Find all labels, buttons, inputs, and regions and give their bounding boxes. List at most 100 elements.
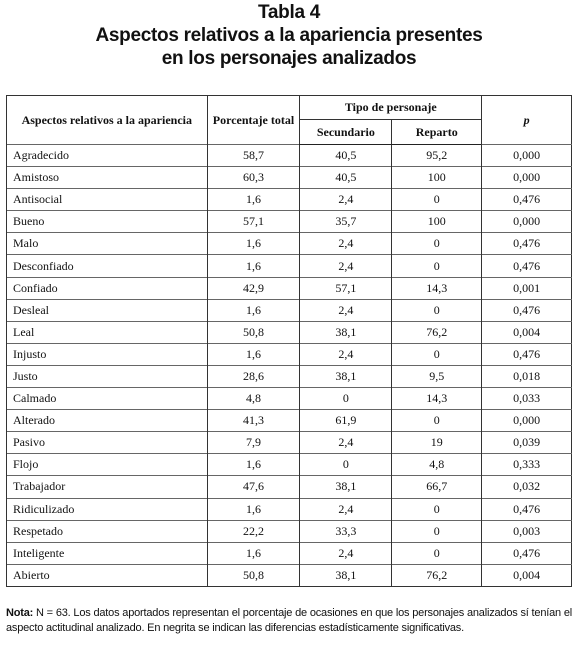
cell: 0,018: [481, 365, 572, 388]
row-label: Justo: [6, 365, 208, 388]
table-row: Trabajador 47,6 38,1 66,7 0,032: [6, 475, 572, 498]
cell: 1,6: [206, 343, 300, 366]
row-label: Bueno: [6, 210, 208, 233]
cell: 0,476: [481, 498, 572, 521]
cell: 0,033: [481, 387, 572, 410]
cell: 0: [391, 498, 482, 521]
row-label: Inteligente: [6, 542, 208, 565]
cell: 2,4: [299, 343, 392, 366]
cell: 40,5: [299, 166, 392, 189]
cell: 61,9: [299, 409, 392, 432]
cell: 2,4: [299, 431, 392, 454]
note: Nota: N = 63. Los datos aportados repres…: [6, 606, 572, 636]
note-text: N = 63. Los datos aportados representan …: [6, 607, 572, 634]
row-label: Trabajador: [6, 475, 208, 498]
cell: 14,3: [391, 277, 482, 300]
cell: 4,8: [391, 453, 482, 476]
table-row: Desleal 1,6 2,4 0 0,476: [6, 299, 572, 322]
cell: 38,1: [299, 321, 392, 344]
cell: 0,004: [481, 321, 572, 344]
table-row: Ridiculizado 1,6 2,4 0 0,476: [6, 498, 572, 521]
column-group-header: Tipo de personaje: [299, 95, 482, 120]
header-row: Aspectos relativos a la apariencia Porce…: [6, 95, 572, 145]
cell: 1,6: [206, 232, 300, 255]
cell: 76,2: [391, 321, 482, 344]
table-row: Malo 1,6 2,4 0 0,476: [6, 232, 572, 255]
subtitle: Aspectos relativos a la apariencia prese…: [95, 25, 483, 46]
cell: 2,4: [299, 232, 392, 255]
subtitle: en los personajes analizados: [161, 48, 417, 69]
cell: 0,000: [481, 409, 572, 432]
cell: 47,6: [206, 475, 300, 498]
cell: 41,3: [206, 409, 300, 432]
cell: 2,4: [299, 254, 392, 278]
row-label: Injusto: [6, 343, 208, 366]
row-label: Antisocial: [6, 188, 208, 211]
cell: 38,1: [299, 564, 392, 587]
table-row: Respetado 22,2 33,3 0 0,003: [6, 520, 572, 543]
row-label: Ridiculizado: [6, 498, 208, 521]
table-row: Inteligente 1,6 2,4 0 0,476: [6, 542, 572, 565]
table-row: Alterado 41,3 61,9 0 0,000: [6, 409, 572, 432]
cell: 100: [391, 210, 482, 233]
row-label: Desconfiado: [6, 254, 208, 278]
cell: 0: [391, 409, 482, 432]
column-header: Aspectos relativos a la apariencia: [6, 95, 208, 145]
cell: 0,476: [481, 343, 572, 366]
cell: 50,8: [206, 564, 300, 587]
cell: 50,8: [206, 321, 300, 344]
cell: 19: [391, 431, 482, 454]
cell: 0,000: [481, 166, 572, 189]
table-row: Leal 50,8 38,1 76,2 0,004: [6, 321, 572, 344]
cell: 0,333: [481, 453, 572, 476]
cell: 1,6: [206, 254, 300, 278]
cell: 76,2: [391, 564, 482, 587]
column-header: Secundario: [299, 119, 392, 145]
cell: 2,4: [299, 542, 392, 565]
row-label: Pasivo: [6, 431, 208, 454]
cell: 58,7: [206, 144, 300, 167]
row-label: Respetado: [6, 520, 208, 543]
cell: 0,001: [481, 277, 572, 300]
table-row: Amistoso 60,3 40,5 100 0,000: [6, 166, 572, 189]
cell: 2,4: [299, 299, 392, 322]
table-body: Agradecido 58,7 40,5 95,2 0,000 Amistoso 60,3 4…: [6, 144, 572, 587]
cell: 0: [391, 299, 482, 322]
cell: 28,6: [206, 365, 300, 388]
row-label: Abierto: [6, 564, 208, 587]
cell: 0,032: [481, 475, 572, 498]
cell: 40,5: [299, 144, 392, 167]
cell: 42,9: [206, 277, 300, 300]
table-row: Agradecido 58,7 40,5 95,2 0,000: [6, 144, 572, 167]
cell: 33,3: [299, 520, 392, 543]
cell: 0,476: [481, 254, 572, 278]
cell: 0,000: [481, 210, 572, 233]
cell: 0,476: [481, 188, 572, 211]
cell: 0: [391, 232, 482, 255]
column-header: p: [481, 95, 572, 145]
table-row: Flojo 1,6 0 4,8 0,333: [6, 453, 572, 476]
row-label: Alterado: [6, 409, 208, 432]
header-row: Secundario Reparto: [7, 119, 572, 145]
title: Tabla 4: [258, 2, 320, 23]
cell: 1,6: [206, 498, 300, 521]
cell: 14,3: [391, 387, 482, 410]
column-header: Reparto: [391, 119, 482, 145]
row-label: Confiado: [6, 277, 208, 300]
row-label: Calmado: [6, 387, 208, 410]
cell: 38,1: [299, 475, 392, 498]
row-label: Amistoso: [6, 166, 208, 189]
table-row: Abierto 50,8 38,1 76,2 0,004: [6, 564, 572, 587]
table-row: Bueno 57,1 35,7 100 0,000: [6, 210, 572, 233]
cell: 2,4: [299, 498, 392, 521]
cell: 35,7: [299, 210, 392, 233]
cell: 0,039: [481, 431, 572, 454]
cell: 0,476: [481, 299, 572, 322]
cell: 66,7: [391, 475, 482, 498]
table-head: Aspectos relativos a la apariencia Porce…: [6, 95, 572, 145]
cell: 2,4: [299, 188, 392, 211]
cell: 1,6: [206, 542, 300, 565]
cell: 57,1: [206, 210, 300, 233]
table-row: Desconfiado 1,6 2,4 0 0,476: [6, 254, 572, 278]
